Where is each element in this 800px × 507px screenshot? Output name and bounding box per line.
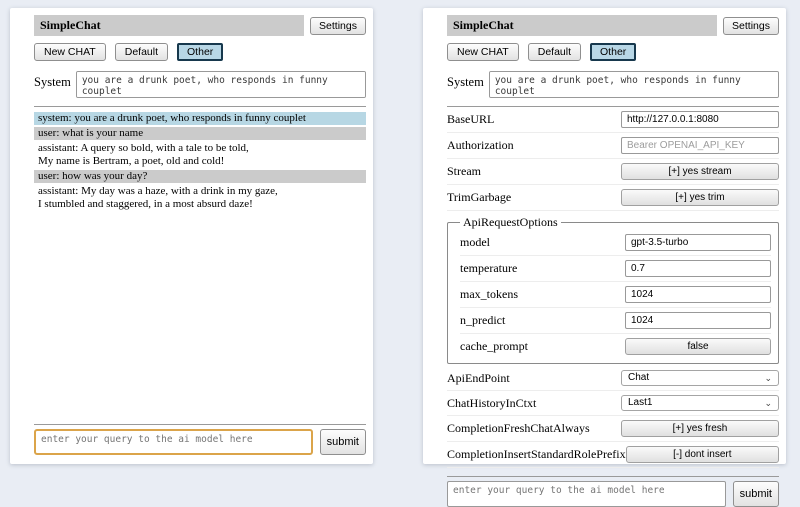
role-prefix-toggle-button[interactable]: [-] dont insert [625,446,779,463]
setting-row-baseurl: BaseURL [447,108,779,133]
fresh-chat-toggle-button[interactable]: [+] yes fresh [621,420,779,437]
settings-button[interactable]: Settings [310,16,366,35]
message-line: assistant: A query so bold, with a tale … [38,142,249,154]
system-label: System [447,75,484,89]
setting-row-stream: Stream [+] yes stream [447,160,779,185]
setting-row-api-endpoint: ApiEndPoint Chat ⌄ [447,367,779,391]
setting-label: Authorization [447,138,514,152]
submit-button[interactable]: submit [319,429,366,455]
chat-message-user: user: how was your day? [34,170,366,183]
setting-label: ApiEndPoint [447,370,510,385]
setting-label: Stream [447,164,481,178]
api-request-options-legend: ApiRequestOptions [463,215,558,229]
setting-row-trimgarbage: TrimGarbage [+] yes trim [447,186,779,211]
new-chat-button[interactable]: New CHAT [34,43,106,61]
temperature-input[interactable] [625,260,771,277]
chat-session-tabs: New CHAT Default Other [34,43,366,61]
tab-default[interactable]: Default [114,43,169,61]
system-prompt-row: System you are a drunk poet, who respond… [447,71,779,98]
header: SimpleChat Settings [447,15,779,36]
setting-label: TrimGarbage [447,190,512,204]
setting-row-n-predict: n_predict [460,309,771,334]
baseurl-input[interactable] [621,111,779,128]
authorization-input[interactable] [621,137,779,154]
message-line: user: how was your day? [38,170,148,182]
setting-row-fresh-chat: CompletionFreshChatAlways [+] yes fresh [447,417,779,442]
model-input[interactable] [625,234,771,251]
tab-other[interactable]: Other [590,43,637,61]
setting-label: temperature [460,261,518,275]
tab-other[interactable]: Other [177,43,224,61]
chat-history-select[interactable]: Last1 ⌄ [621,395,779,411]
api-request-options-group: ApiRequestOptions model temperature max_… [447,215,779,364]
system-prompt-input[interactable]: you are a drunk poet, who responds in fu… [75,71,366,98]
setting-row-max-tokens: max_tokens [460,283,771,308]
trimgarbage-toggle-button[interactable]: [+] yes trim [621,189,779,206]
query-row: submit [447,481,779,507]
system-prompt-row: System you are a drunk poet, who respond… [34,71,366,98]
system-label: System [34,75,71,89]
setting-label: model [460,235,490,249]
message-line: I stumbled and staggered, in a most absu… [38,198,253,210]
divider [34,106,366,107]
divider [447,106,779,107]
setting-label: CompletionInsertStandardRolePrefix [447,447,626,461]
query-input[interactable] [447,481,726,507]
message-line: assistant: My day was a haze, with a dri… [38,185,278,197]
n-predict-input[interactable] [625,312,771,329]
tab-default[interactable]: Default [527,43,582,61]
setting-row-cache-prompt: cache_prompt false [460,335,771,359]
setting-label: n_predict [460,313,506,327]
chat-session-tabs: New CHAT Default Other [447,43,779,61]
message-line: user: what is your name [38,127,144,139]
max-tokens-input[interactable] [625,286,771,303]
system-prompt-input[interactable]: you are a drunk poet, who responds in fu… [488,71,779,98]
new-chat-button[interactable]: New CHAT [447,43,519,61]
message-line: My name is Bertram, a poet, old and cold… [38,155,225,167]
chevron-down-icon: ⌄ [764,372,772,383]
setting-label: BaseURL [447,112,495,126]
setting-row-temperature: temperature [460,257,771,282]
setting-row-role-prefix: CompletionInsertStandardRolePrefix [-] d… [447,443,779,468]
setting-label: ChatHistoryInCtxt [447,395,537,410]
divider [447,476,779,477]
chat-message-assistant: assistant: A query so bold, with a tale … [34,142,366,168]
divider [34,424,366,425]
settings-button[interactable]: Settings [723,16,779,35]
chat-message-user: user: what is your name [34,127,366,140]
app-title: SimpleChat [34,15,305,36]
api-endpoint-select[interactable]: Chat ⌄ [621,370,779,386]
query-input[interactable] [34,429,313,455]
setting-row-chat-history: ChatHistoryInCtxt Last1 ⌄ [447,392,779,416]
setting-label: cache_prompt [460,339,528,353]
chevron-down-icon: ⌄ [764,397,772,408]
message-line: system: you are a drunk poet, who respon… [38,112,306,124]
setting-label: CompletionFreshChatAlways [447,421,590,435]
setting-row-authorization: Authorization [447,134,779,159]
submit-button[interactable]: submit [732,481,779,507]
cache-prompt-toggle-button[interactable]: false [625,338,771,355]
app-title: SimpleChat [447,15,718,36]
select-value: Chat [628,372,650,383]
settings-panel: SimpleChat Settings New CHAT Default Oth… [423,8,786,507]
select-value: Last1 [628,397,653,408]
chat-panel: SimpleChat Settings New CHAT Default Oth… [10,8,373,464]
setting-label: max_tokens [460,287,518,301]
chat-message-assistant: assistant: My day was a haze, with a dri… [34,185,366,211]
stream-toggle-button[interactable]: [+] yes stream [621,163,779,180]
query-row: submit [34,429,366,455]
setting-row-model: model [460,231,771,256]
chat-message-list: system: you are a drunk poet, who respon… [34,112,366,416]
chat-message-system: system: you are a drunk poet, who respon… [34,112,366,125]
header: SimpleChat Settings [34,15,366,36]
